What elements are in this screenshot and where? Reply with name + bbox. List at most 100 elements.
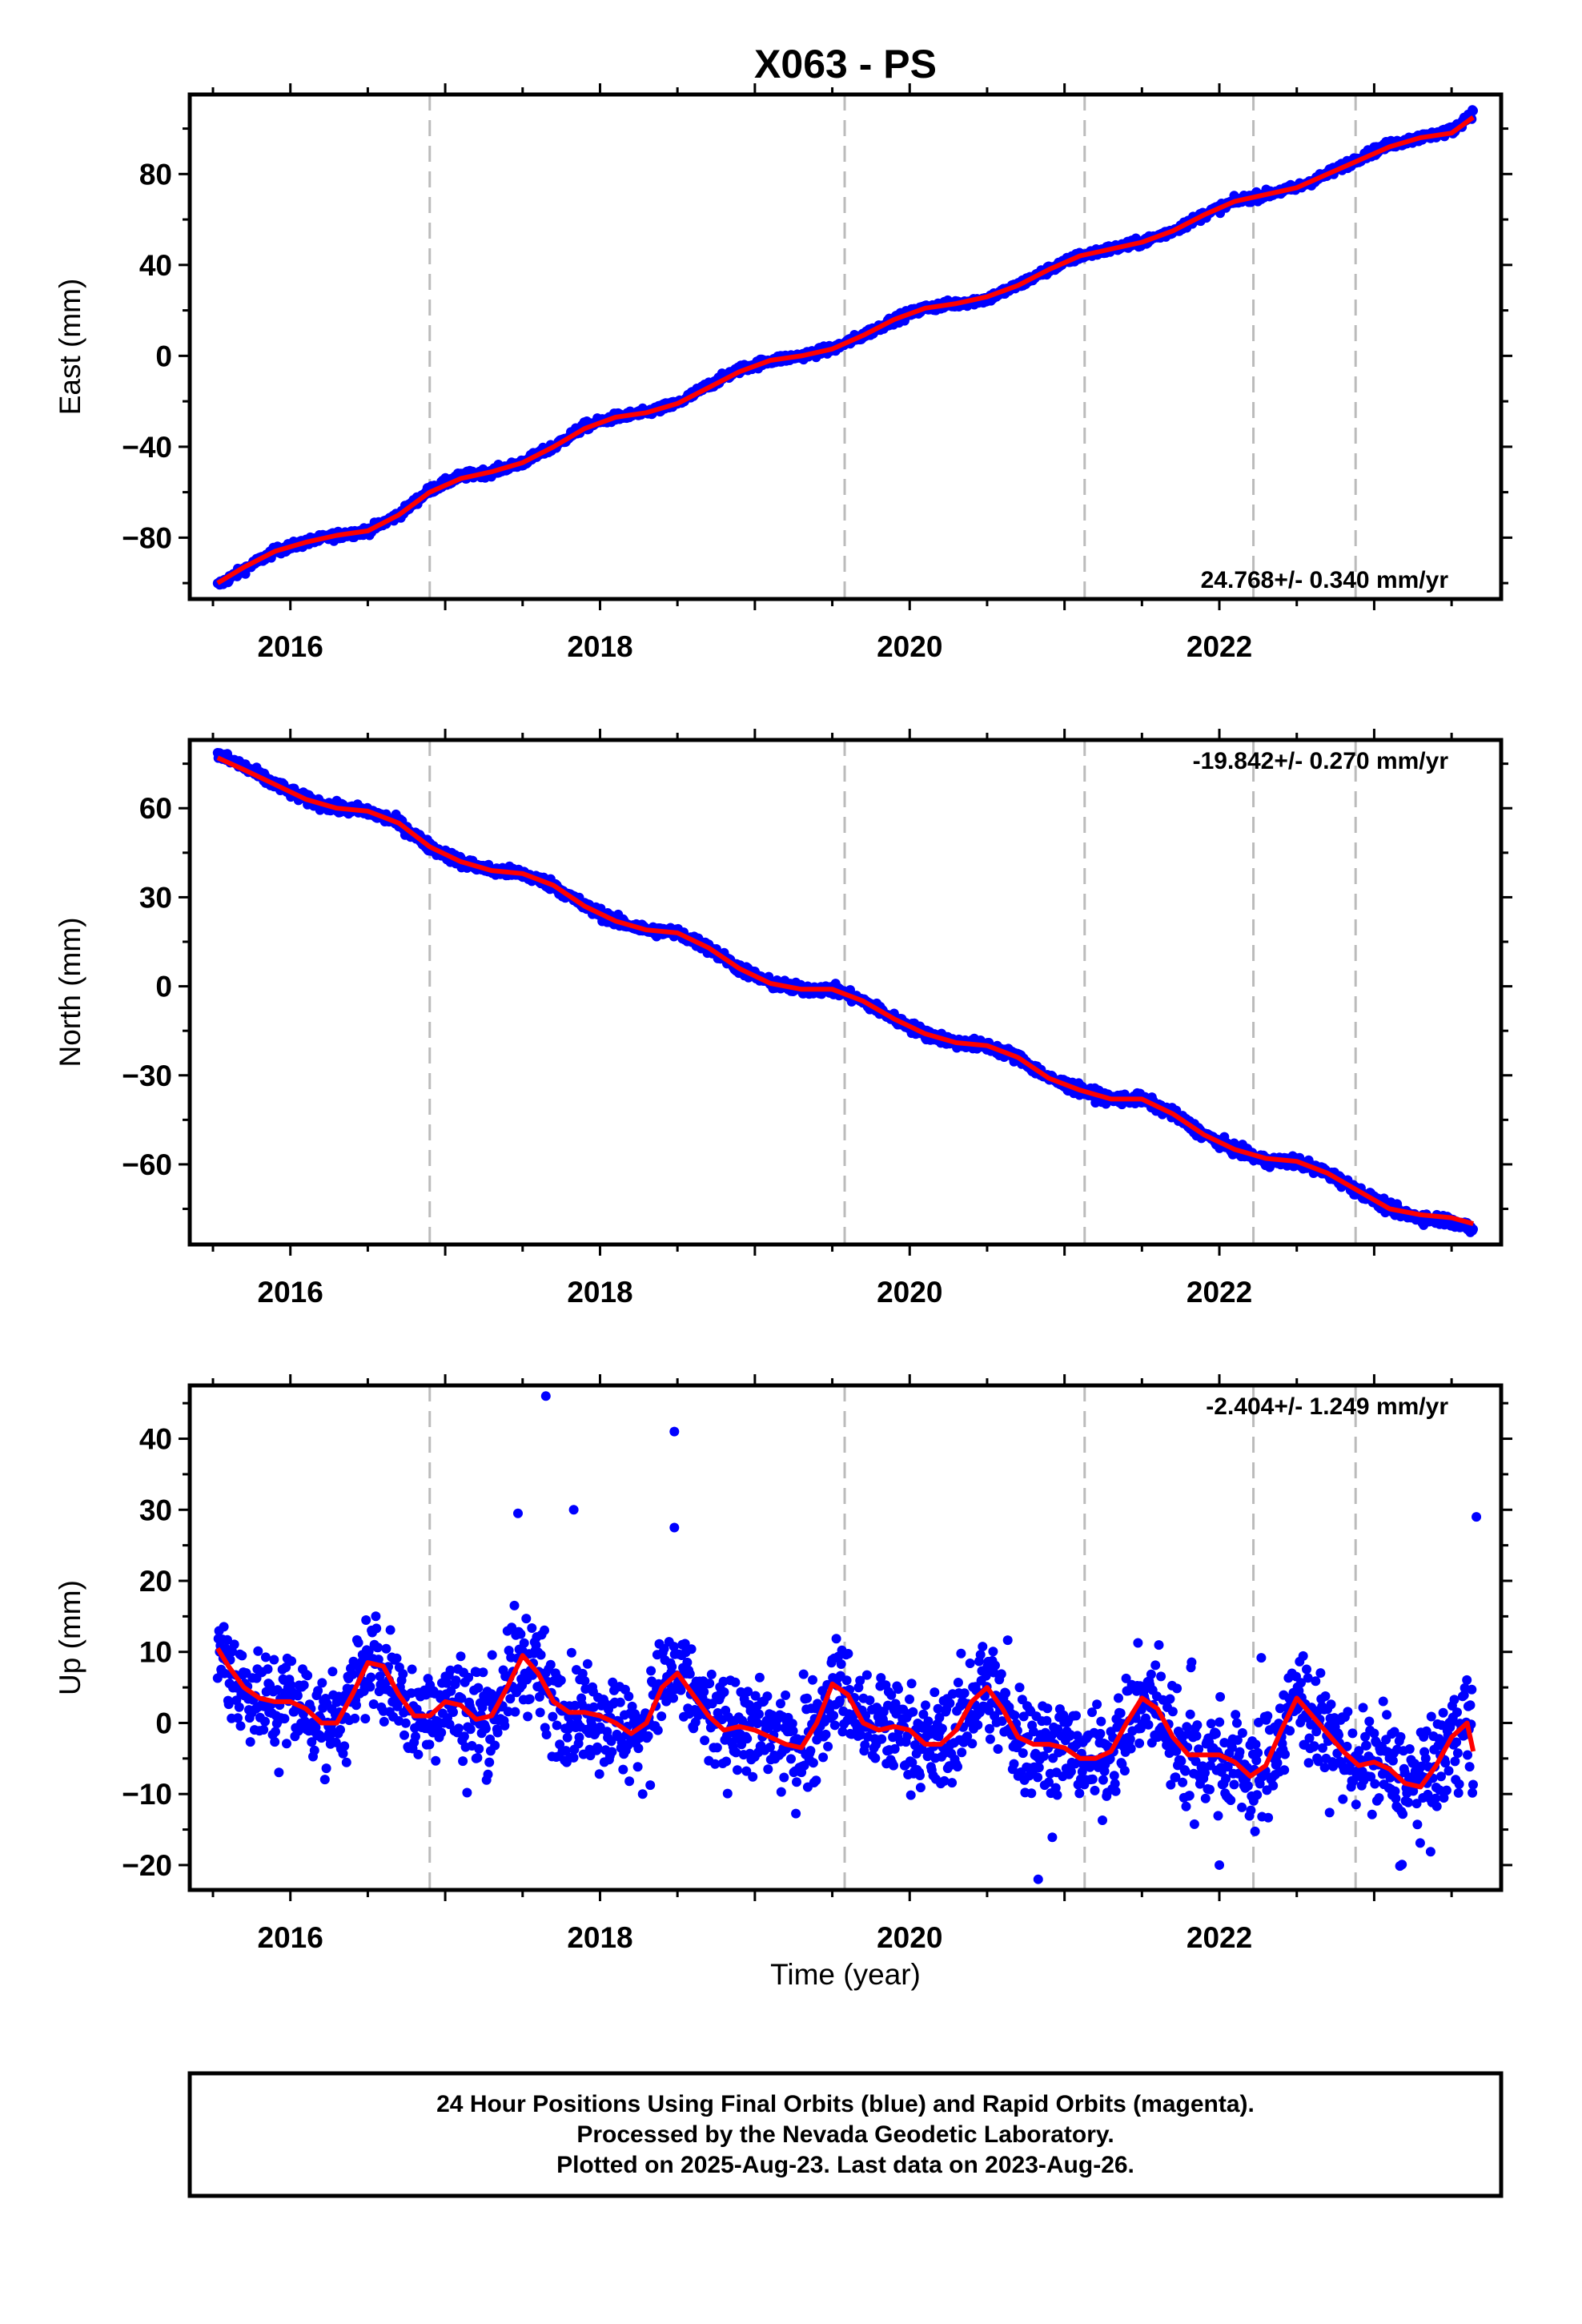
- data-point: [453, 1723, 464, 1734]
- data-point: [1001, 1688, 1011, 1699]
- data-point: [646, 1666, 656, 1676]
- y-tick-label: 80: [139, 158, 172, 191]
- data-point: [945, 1698, 955, 1708]
- data-point: [1010, 1711, 1020, 1720]
- data-point: [259, 1725, 269, 1735]
- y-tick-label: −60: [122, 1148, 172, 1181]
- data-point: [776, 1787, 786, 1797]
- data-point: [270, 1737, 280, 1747]
- data-point: [676, 1685, 686, 1695]
- data-point: [633, 1743, 644, 1754]
- data-point: [779, 1772, 789, 1783]
- y-tick-label: −40: [122, 431, 172, 464]
- data-point: [748, 1771, 758, 1782]
- y-tick-label: 30: [139, 881, 172, 914]
- data-point: [699, 1687, 709, 1697]
- data-point: [287, 1656, 297, 1667]
- data-points: [212, 1391, 1482, 1884]
- data-point: [870, 1753, 881, 1763]
- data-point: [843, 1649, 853, 1659]
- data-point: [831, 1634, 841, 1644]
- data-point: [465, 1724, 476, 1735]
- x-tick-label: 2018: [567, 630, 632, 663]
- data-point: [990, 1660, 1000, 1671]
- data-point: [615, 1697, 625, 1707]
- data-point: [798, 1669, 809, 1679]
- data-point: [1009, 1759, 1019, 1769]
- data-point: [624, 1776, 635, 1787]
- data-point: [234, 1702, 244, 1712]
- data-point: [893, 1684, 903, 1695]
- data-point: [431, 1755, 441, 1766]
- data-point: [472, 1753, 483, 1763]
- y-tick-label: 0: [155, 340, 172, 372]
- data-point: [791, 1808, 801, 1819]
- data-point: [458, 1756, 468, 1767]
- data-point: [459, 1731, 469, 1742]
- data-point: [245, 1737, 255, 1747]
- data-point: [865, 1695, 875, 1706]
- data-point: [993, 1744, 1003, 1754]
- data-point: [321, 1763, 331, 1774]
- data-point: [568, 1752, 579, 1763]
- data-point: [451, 1675, 461, 1686]
- data-point: [973, 1720, 983, 1730]
- data-point: [292, 1691, 303, 1701]
- data-point: [474, 1743, 484, 1754]
- data-point: [632, 1762, 643, 1772]
- data-point: [1033, 1772, 1043, 1783]
- data-point: [219, 1622, 229, 1632]
- data-point: [975, 1650, 986, 1660]
- data-point: [985, 1734, 995, 1744]
- data-point: [523, 1711, 533, 1722]
- data-point: [552, 1720, 562, 1731]
- data-point: [365, 1682, 375, 1692]
- data-point: [545, 1659, 556, 1670]
- data-point: [1071, 1711, 1081, 1721]
- x-tick-label: 2018: [567, 1276, 632, 1309]
- data-point: [763, 1764, 773, 1775]
- y-axis-label: East (mm): [54, 279, 86, 416]
- data-point: [915, 1783, 926, 1793]
- data-point: [754, 1709, 764, 1719]
- data-point: [889, 1760, 898, 1771]
- data-point: [327, 1667, 338, 1677]
- data-point: [260, 1652, 271, 1663]
- data-point: [908, 1707, 918, 1717]
- data-point: [548, 1711, 558, 1722]
- data-point: [229, 1639, 239, 1650]
- data-point: [915, 1771, 925, 1780]
- data-point: [556, 1675, 566, 1686]
- data-point: [1468, 106, 1478, 116]
- data-point: [1042, 1703, 1053, 1714]
- data-point: [339, 1741, 350, 1751]
- data-point: [953, 1678, 963, 1687]
- data-point: [582, 1659, 592, 1669]
- data-point: [1468, 1224, 1478, 1234]
- data-point: [424, 1739, 435, 1750]
- data-point: [829, 1711, 839, 1721]
- data-point: [516, 1629, 526, 1639]
- data-point: [776, 1699, 785, 1709]
- data-point: [637, 1789, 648, 1799]
- data-point: [536, 1650, 546, 1660]
- data-point: [754, 1672, 765, 1683]
- data-point: [411, 1731, 420, 1742]
- data-point: [1026, 1788, 1037, 1799]
- data-point: [317, 1678, 327, 1688]
- data-point: [808, 1758, 818, 1768]
- data-point: [877, 1734, 887, 1744]
- data-point: [618, 1764, 628, 1775]
- data-point: [398, 1669, 408, 1679]
- y-tick-label: −80: [122, 521, 172, 554]
- data-point: [921, 1700, 930, 1711]
- data-point: [483, 1769, 493, 1779]
- data-point: [341, 1757, 351, 1767]
- data-point: [379, 1716, 389, 1727]
- data-point: [719, 1687, 729, 1697]
- data-point: [260, 1716, 270, 1727]
- x-tick-label: 2022: [1186, 630, 1252, 663]
